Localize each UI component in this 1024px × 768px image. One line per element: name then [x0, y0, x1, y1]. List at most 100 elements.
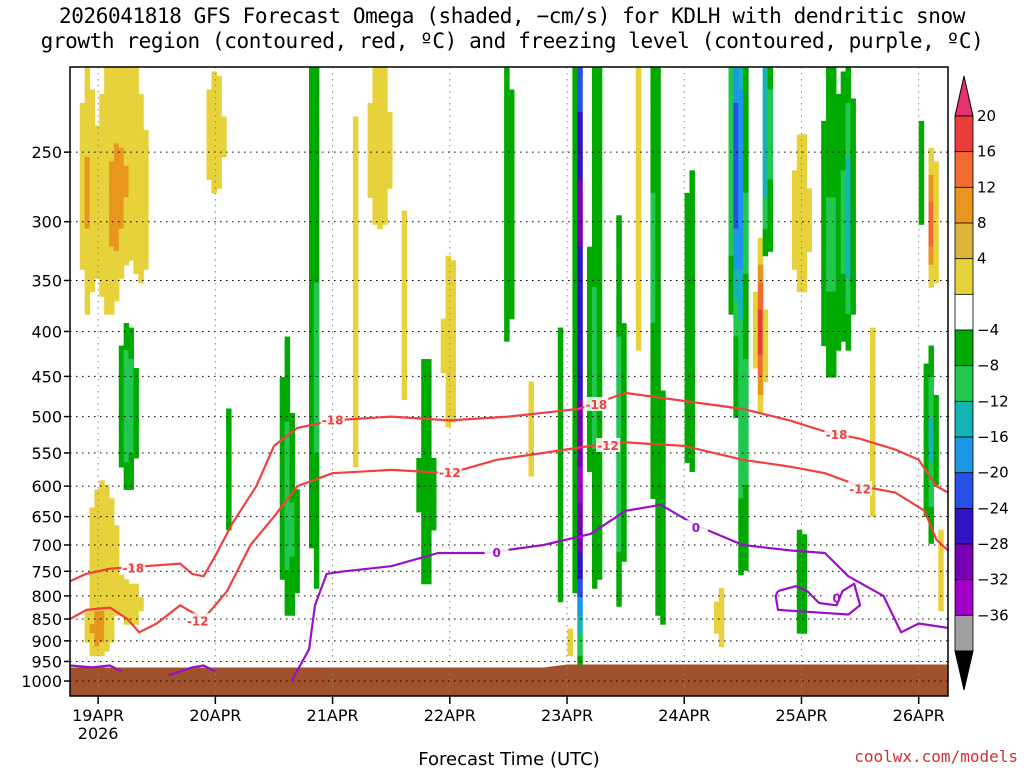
heat-cell: [118, 156, 125, 162]
heat-cell: [826, 125, 832, 131]
heat-cell: [660, 579, 666, 585]
heat-cell: [118, 219, 125, 225]
heat-cell: [294, 534, 300, 540]
heat-cell: [89, 134, 95, 140]
heat-cell: [850, 98, 856, 104]
heat-cell: [933, 179, 939, 185]
heat-cell: [684, 381, 691, 387]
heat-cell: [504, 93, 510, 100]
heat-cell: [928, 206, 934, 212]
heat-cell: [289, 502, 295, 508]
heat-cell: [596, 179, 603, 185]
heat-cell: [450, 327, 456, 333]
heat-cell: [289, 484, 295, 490]
heat-cell: [743, 318, 749, 324]
heat-cell: [421, 489, 427, 495]
heat-cell: [796, 583, 803, 589]
heat-cell: [99, 556, 105, 562]
heat-cell: [928, 237, 934, 243]
heat-cell: [211, 84, 217, 91]
heat-cell: [743, 282, 749, 288]
heat-cell: [572, 233, 578, 239]
heat-cell: [138, 260, 144, 266]
heat-cell: [133, 385, 139, 392]
heat-cell: [104, 170, 110, 176]
heat-cell: [279, 570, 286, 576]
heat-cell: [738, 448, 744, 454]
heat-cell: [635, 161, 642, 167]
heat-cell: [377, 80, 383, 86]
heat-cell: [587, 448, 593, 454]
heat-cell: [79, 125, 86, 131]
heat-cell: [99, 206, 105, 212]
heat-cell: [933, 278, 939, 284]
heat-cell: [309, 67, 315, 73]
heat-cell: [616, 529, 622, 535]
heat-cell: [728, 188, 734, 194]
heat-cell: [621, 448, 627, 454]
heat-cell: [928, 228, 934, 234]
heat-cell: [743, 206, 749, 212]
heat-cell: [84, 206, 91, 212]
heat-cell: [372, 67, 378, 73]
heat-cell: [923, 372, 930, 378]
heat-cell: [660, 516, 666, 522]
heat-cell: [655, 224, 661, 230]
heat-cell: [309, 538, 315, 544]
heat-cell: [123, 583, 130, 589]
heat-cell: [933, 170, 939, 176]
contour-label-bg: [121, 560, 146, 575]
heat-cell: [869, 457, 876, 463]
heat-cell: [123, 224, 130, 230]
heat-cell: [596, 264, 603, 270]
heat-cell: [79, 264, 86, 270]
heat-cell: [572, 170, 578, 176]
heat-cell: [928, 201, 934, 207]
heat-cell: [845, 224, 852, 230]
heat-cell: [591, 430, 598, 437]
heat-cell: [104, 305, 110, 311]
heat-cell: [226, 493, 232, 499]
heat-cell: [587, 246, 593, 252]
heat-cell: [767, 116, 773, 122]
heat-cell: [621, 385, 627, 392]
heat-cell: [738, 516, 744, 522]
heat-cell: [660, 610, 666, 616]
heat-cell: [309, 318, 315, 324]
heat-cell: [377, 75, 383, 82]
heat-cell: [577, 179, 583, 185]
heat-cell: [113, 287, 120, 293]
heat-cell: [509, 156, 515, 162]
heat-cell: [767, 179, 773, 185]
heat-cell: [118, 444, 125, 450]
heat-cell: [767, 67, 773, 73]
heat-cell: [684, 363, 691, 369]
heat-cell: [504, 179, 510, 185]
heat-cell: [830, 305, 837, 311]
heat-cell: [635, 228, 642, 234]
heat-cell: [104, 574, 110, 580]
heat-cell: [128, 332, 135, 338]
heat-cell: [757, 350, 764, 356]
heat-cell: [118, 107, 125, 113]
heat-cell: [767, 75, 773, 82]
heat-cell: [94, 206, 100, 212]
heat-cell: [591, 341, 598, 347]
heat-cell: [728, 287, 734, 293]
heat-cell: [933, 161, 939, 167]
heat-cell: [84, 300, 91, 306]
heat-cell: [577, 120, 583, 126]
heat-cell: [830, 278, 837, 284]
heat-cell: [577, 655, 583, 661]
heat-cell: [591, 201, 598, 207]
heat-cell: [99, 161, 105, 167]
heat-cell: [421, 399, 427, 405]
heat-cell: [123, 179, 130, 185]
heat-cell: [577, 210, 583, 216]
credit-link[interactable]: coolwx.com/models: [854, 747, 1018, 766]
heat-cell: [830, 93, 837, 100]
heat-cell: [743, 390, 749, 396]
heat-cell: [113, 152, 120, 158]
heat-cell: [933, 448, 939, 454]
heat-cell: [372, 170, 378, 176]
